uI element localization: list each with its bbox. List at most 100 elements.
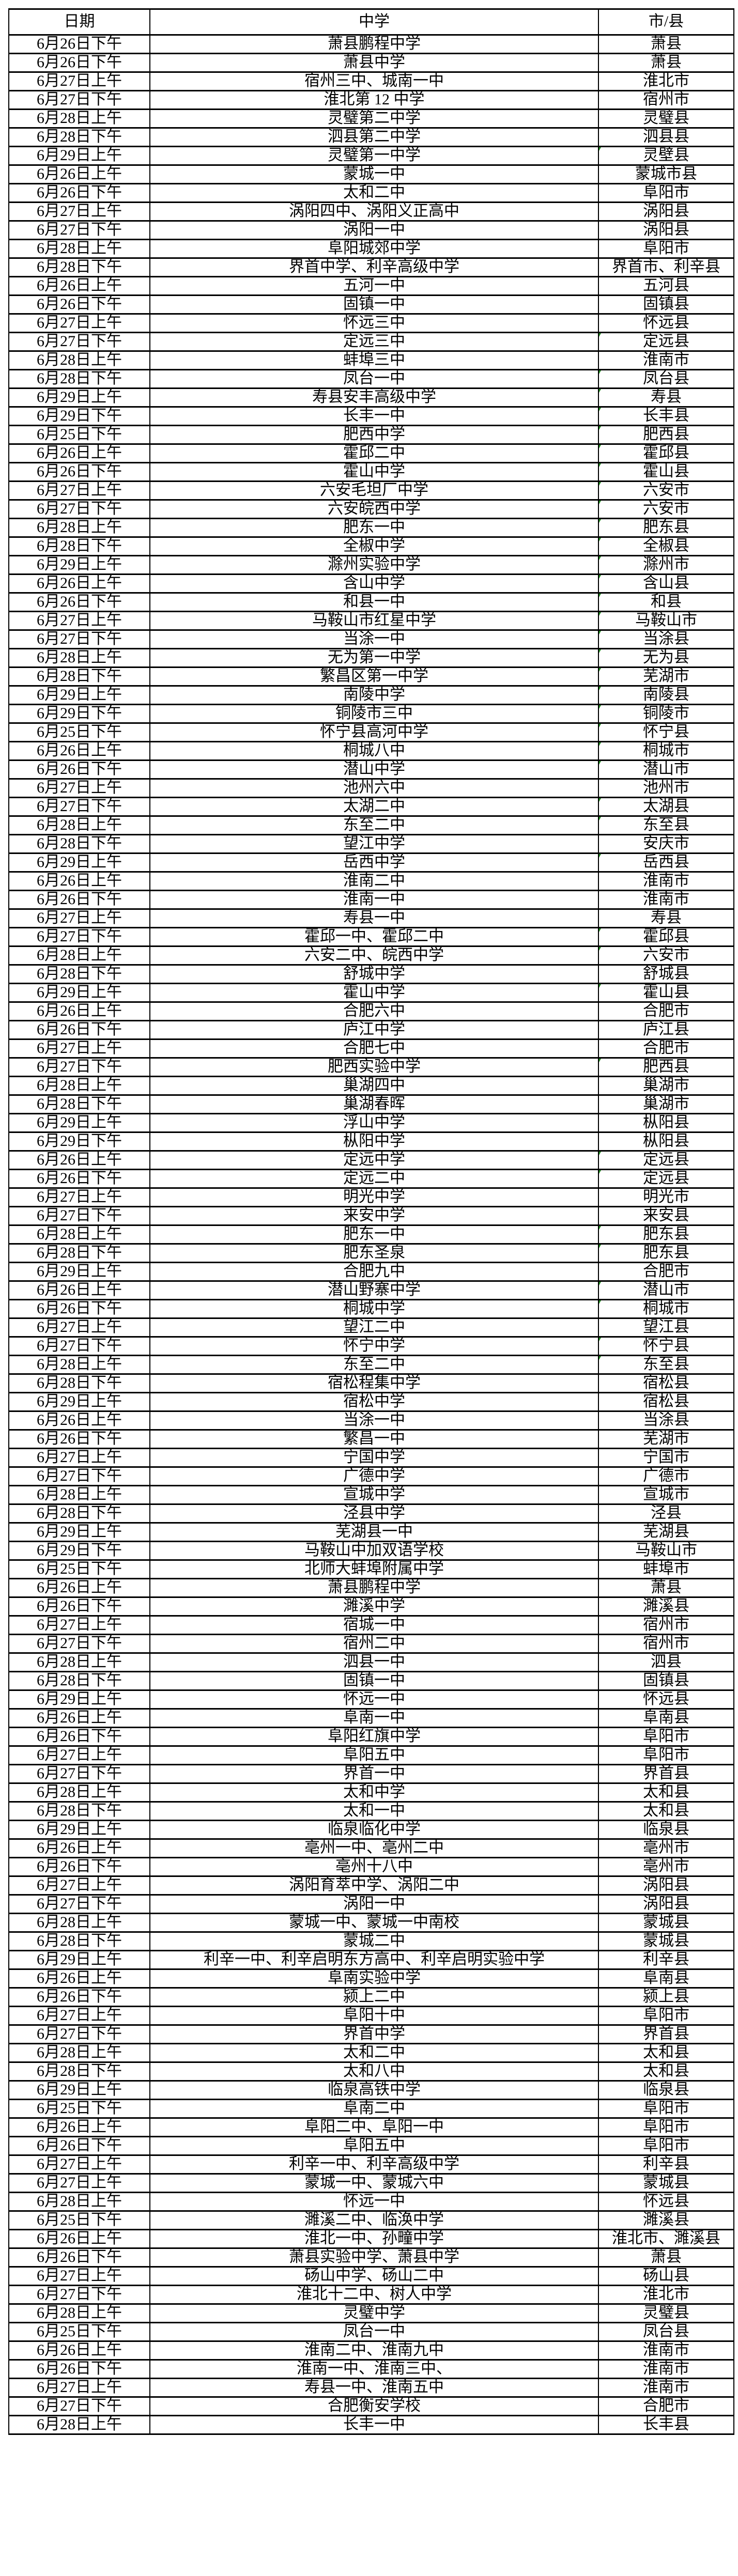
city-cell: 萧县 [598, 34, 734, 54]
city-cell: 淮南市 [598, 890, 734, 910]
error-marker-icon [599, 557, 601, 560]
table-row: 6月29日上午 霍山中学 霍山县 [8, 983, 734, 1003]
date-cell-text: 6月26日上午 [37, 1411, 122, 1429]
table-row: 6月27日下午 宿州二中 宿州市 [8, 1634, 734, 1654]
school-cell-text: 灵璧第二中学 [328, 110, 421, 127]
date-cell: 6月27日下午 [8, 1057, 150, 1077]
date-cell-text: 6月26日上午 [37, 1281, 122, 1298]
city-cell: 蒙城县 [598, 1913, 734, 1933]
city-cell-text: 合肥市 [643, 1039, 689, 1057]
error-marker-icon [599, 1282, 601, 1285]
date-cell-text: 6月28日下午 [37, 1802, 122, 1819]
city-cell: 凤台县 [598, 2322, 734, 2342]
date-cell: 6月26日上午 [8, 871, 150, 891]
school-cell-text: 含山中学 [343, 575, 405, 592]
date-cell-text: 6月28日上午 [37, 1077, 122, 1094]
city-cell-text: 怀宁县 [643, 1337, 689, 1354]
date-cell-text: 6月29日上午 [37, 686, 122, 703]
school-cell-text: 霍邱二中 [343, 444, 405, 461]
school-cell: 北师大蚌埠附属中学 [149, 1559, 599, 1579]
table-row: 6月28日下午 太和八中 太和县 [8, 2061, 734, 2082]
city-cell: 阜阳市 [598, 2136, 734, 2156]
table-row: 6月27日下午 合肥衡安学校 合肥市 [8, 2396, 734, 2416]
date-cell: 6月25日下午 [8, 722, 150, 742]
table-row: 6月27日上午 寿县一中 寿县 [8, 908, 734, 928]
table-row: 6月25日下午 北师大蚌埠附属中学 蚌埠市 [8, 1559, 734, 1579]
school-cell-text: 霍邱一中、霍邱二中 [304, 928, 444, 945]
date-cell-text: 6月28日下午 [37, 1672, 122, 1689]
city-cell: 怀远县 [598, 313, 734, 333]
city-cell-text: 全椒县 [643, 537, 689, 554]
school-cell-text: 太和二中 [343, 184, 405, 201]
table-row: 6月26日上午 桐城八中 桐城市 [8, 741, 734, 761]
date-cell: 6月28日下午 [8, 257, 150, 277]
error-marker-icon [599, 501, 601, 504]
school-cell-text: 太和八中 [343, 2062, 405, 2080]
date-cell: 6月26日下午 [8, 462, 150, 482]
date-cell-text: 6月28日下午 [37, 2062, 122, 2080]
date-cell-text: 6月27日下午 [37, 2397, 122, 2414]
city-cell: 巢湖市 [598, 1076, 734, 1096]
city-cell-text: 寿县 [651, 909, 682, 926]
school-cell-text: 凤台一中 [343, 2323, 405, 2340]
school-cell: 怀宁县高河中学 [149, 722, 599, 742]
city-cell-text: 寿县 [651, 389, 682, 406]
city-cell: 长丰县 [598, 406, 734, 426]
table-row: 6月26日下午 阜阳五中 阜阳市 [8, 2136, 734, 2156]
date-cell: 6月26日上午 [8, 741, 150, 761]
school-cell-text: 定远中学 [343, 1151, 405, 1168]
date-cell-text: 6月28日下午 [37, 668, 122, 685]
school-cell-text: 池州六中 [343, 779, 405, 796]
date-cell-text: 6月27日上午 [37, 2174, 122, 2191]
school-cell-text: 来安中学 [343, 1207, 405, 1224]
date-cell: 6月26日上午 [8, 1410, 150, 1431]
city-cell: 涡阳县 [598, 201, 734, 222]
school-cell-text: 泗县一中 [343, 1653, 405, 1670]
city-cell-text: 铜陵市 [643, 705, 689, 722]
city-cell: 东至县 [598, 815, 734, 835]
school-cell: 霍邱二中 [149, 443, 599, 463]
school-cell: 太湖二中 [149, 797, 599, 817]
school-cell: 含山中学 [149, 573, 599, 594]
date-cell: 6月26日下午 [8, 2136, 150, 2156]
city-cell-text: 利辛县 [643, 1951, 689, 1968]
school-cell: 肥东一中 [149, 1224, 599, 1245]
city-cell: 泗县 [598, 1652, 734, 1672]
school-cell: 太和一中 [149, 1801, 599, 1821]
date-cell-text: 6月28日下午 [37, 835, 122, 852]
city-cell: 界首县 [598, 1764, 734, 1784]
school-cell: 怀宁中学 [149, 1336, 599, 1356]
school-cell: 寿县一中 [149, 908, 599, 928]
error-marker-icon [599, 948, 601, 951]
city-cell-text: 萧县 [651, 54, 682, 71]
date-cell: 6月29日下午 [8, 1541, 150, 1561]
school-cell: 和县一中 [149, 592, 599, 612]
date-cell: 6月28日下午 [8, 964, 150, 984]
date-cell: 6月27日下午 [8, 629, 150, 649]
school-cell-text: 巢湖春晖 [343, 1095, 405, 1112]
table-row: 6月27日下午 六安皖西中学 六安市 [8, 499, 734, 519]
school-cell: 蒙城一中、蒙城六中 [149, 2173, 599, 2193]
date-cell-text: 6月28日上午 [37, 110, 122, 127]
table-row: 6月27日上午 马鞍山市红星中学 马鞍山市 [8, 611, 734, 631]
date-cell: 6月28日下午 [8, 127, 150, 147]
school-cell-text: 长丰一中 [343, 407, 405, 424]
city-cell: 和县 [598, 592, 734, 612]
city-cell-text: 巢湖市 [643, 1095, 689, 1112]
school-cell: 当涂一中 [149, 1410, 599, 1431]
date-cell-text: 6月27日上午 [37, 909, 122, 926]
table-row: 6月26日上午 合肥六中 合肥市 [8, 1001, 734, 1021]
school-cell-text: 肥西实验中学 [328, 1058, 421, 1075]
table-row: 6月26日上午 淮南二中、淮南九中 淮南市 [8, 2340, 734, 2361]
date-cell: 6月26日下午 [8, 1169, 150, 1189]
error-marker-icon [599, 594, 601, 597]
city-cell-text: 合肥市 [643, 1002, 689, 1019]
table-row: 6月27日下午 涡阳一中 涡阳县 [8, 220, 734, 240]
date-cell: 6月26日下午 [8, 1727, 150, 1747]
school-cell: 枞阳中学 [149, 1131, 599, 1152]
school-cell-text: 当涂一中 [343, 1411, 405, 1429]
date-cell-text: 6月28日上午 [37, 2193, 122, 2210]
city-cell: 合肥市 [598, 1001, 734, 1021]
city-cell: 濉溪县 [598, 2210, 734, 2230]
error-marker-icon [599, 483, 601, 486]
